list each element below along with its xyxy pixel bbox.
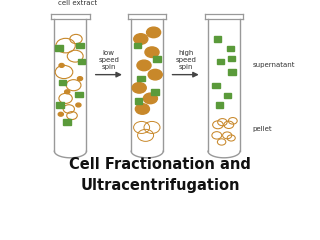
Bar <box>135 98 142 104</box>
Bar <box>55 45 63 51</box>
Bar <box>56 102 64 108</box>
Bar <box>134 43 141 48</box>
Bar <box>63 119 71 125</box>
Bar <box>59 80 66 85</box>
Text: pellet: pellet <box>253 126 272 132</box>
Bar <box>76 92 83 97</box>
Circle shape <box>58 112 63 116</box>
Circle shape <box>65 90 70 94</box>
Circle shape <box>132 83 146 93</box>
Text: low
speed
spin: low speed spin <box>98 50 119 70</box>
Bar <box>227 46 234 51</box>
Circle shape <box>137 60 151 71</box>
Bar <box>224 93 231 98</box>
Bar <box>216 102 223 108</box>
Circle shape <box>143 93 157 104</box>
Bar <box>212 83 220 88</box>
Circle shape <box>148 69 162 80</box>
Circle shape <box>135 104 149 114</box>
Bar <box>151 89 159 95</box>
Circle shape <box>77 77 83 80</box>
Text: cell extract: cell extract <box>58 0 97 6</box>
Bar <box>76 43 84 48</box>
Text: Cell Fractionation and
Ultracentrifugation: Cell Fractionation and Ultracentrifugati… <box>69 157 251 193</box>
Bar <box>137 76 145 82</box>
Circle shape <box>147 27 161 38</box>
Circle shape <box>145 47 159 58</box>
Text: supernatant: supernatant <box>253 62 295 68</box>
Circle shape <box>59 63 64 67</box>
Text: high
speed
spin: high speed spin <box>175 50 196 70</box>
Bar <box>217 59 224 64</box>
Bar <box>214 36 221 42</box>
Bar <box>78 59 85 64</box>
Circle shape <box>76 103 81 107</box>
Bar <box>228 56 235 61</box>
Circle shape <box>134 34 148 44</box>
Bar <box>228 69 236 75</box>
Bar <box>153 56 161 62</box>
